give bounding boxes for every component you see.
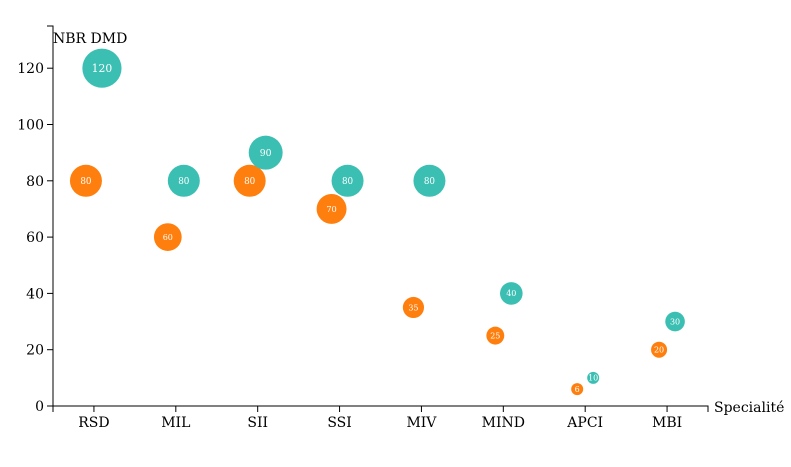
bubble-label: 20 — [654, 346, 664, 355]
x-tick-label: APCI — [566, 415, 603, 431]
x-tick-label: MIL — [161, 415, 190, 431]
y-axis-title: NBR DMD — [53, 31, 127, 47]
bubble-label: 80 — [342, 177, 354, 187]
bubble — [571, 383, 584, 396]
bubble-label: 80 — [178, 177, 190, 187]
bubble — [331, 164, 364, 197]
bubble — [651, 341, 668, 358]
y-tick-label: 40 — [26, 286, 44, 302]
bubble-label: 120 — [92, 62, 113, 75]
bubble — [153, 223, 182, 251]
y-tick-label: 80 — [26, 174, 44, 190]
bubble — [665, 311, 685, 332]
y-tick-label: 60 — [26, 230, 44, 246]
bubble-label: 70 — [326, 204, 336, 214]
bubble-label: 35 — [408, 303, 418, 312]
bubble — [316, 193, 347, 224]
bubbles: 80 60 80 70 35 25 6 20 120 80 90 80 80 40 10 30 — [69, 48, 685, 396]
bubble-label: 90 — [260, 148, 272, 159]
x-tick-label: MIV — [406, 415, 437, 431]
bubble-label: 25 — [490, 331, 500, 340]
x-tick-label: SSI — [327, 415, 351, 431]
x-axis: RSD MIL SII SSI MIV MIND APCI MBI — [52, 405, 709, 431]
y-tick-label: 100 — [17, 118, 44, 134]
x-tick-label: SII — [247, 415, 268, 431]
x-axis-line — [52, 405, 709, 412]
bubble — [248, 135, 283, 170]
bubble-label: 80 — [80, 177, 92, 187]
bubble — [233, 164, 266, 197]
y-tick-label: 0 — [35, 399, 44, 415]
bubble — [587, 371, 600, 384]
bubble — [69, 164, 102, 197]
y-axis: 0 20 40 60 80 100 120 — [17, 25, 54, 415]
bubble-label: 30 — [670, 317, 680, 326]
bubble-label: 10 — [588, 374, 598, 383]
bubble — [413, 164, 446, 197]
bubble — [82, 48, 122, 88]
bubble — [499, 282, 523, 305]
x-tick-label: MBI — [652, 415, 682, 431]
y-tick-label: 120 — [17, 61, 44, 77]
bubble-label: 60 — [163, 233, 173, 242]
bubble — [167, 164, 200, 197]
bubble-label: 6 — [575, 385, 580, 394]
x-tick-label: MIND — [482, 415, 525, 431]
bubble-label: 80 — [244, 177, 256, 187]
bubble — [486, 326, 505, 345]
y-axis-line — [47, 25, 54, 407]
y-tick-label: 20 — [26, 343, 44, 359]
bubble-label: 80 — [424, 177, 436, 187]
x-tick-label: RSD — [78, 415, 109, 431]
bubble-label: 40 — [506, 289, 516, 298]
x-axis-title: Specialité — [714, 400, 784, 416]
bubble — [402, 296, 425, 319]
